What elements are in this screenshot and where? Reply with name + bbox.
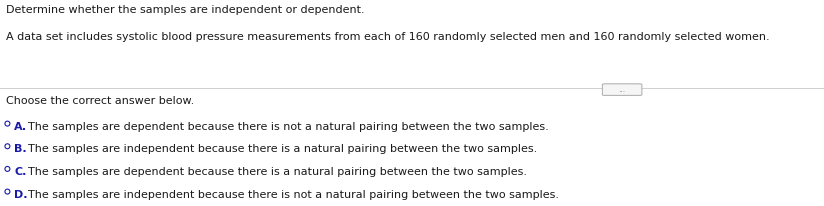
Text: Choose the correct answer below.: Choose the correct answer below. — [6, 96, 194, 106]
Text: A data set includes systolic blood pressure measurements from each of 160 random: A data set includes systolic blood press… — [6, 32, 770, 42]
Text: The samples are independent because there is a natural pairing between the two s: The samples are independent because ther… — [28, 144, 537, 154]
FancyBboxPatch shape — [602, 84, 642, 95]
Text: Determine whether the samples are independent or dependent.: Determine whether the samples are indepe… — [6, 5, 364, 15]
Text: The samples are dependent because there is not a natural pairing between the two: The samples are dependent because there … — [28, 122, 549, 132]
Text: The samples are independent because there is not a natural pairing between the t: The samples are independent because ther… — [28, 190, 559, 200]
Text: C.: C. — [14, 167, 26, 177]
Text: A.: A. — [14, 122, 27, 132]
Text: B.: B. — [14, 144, 26, 154]
Text: ...: ... — [619, 85, 625, 94]
Text: The samples are dependent because there is a natural pairing between the two sam: The samples are dependent because there … — [28, 167, 527, 177]
Text: D.: D. — [14, 190, 27, 200]
